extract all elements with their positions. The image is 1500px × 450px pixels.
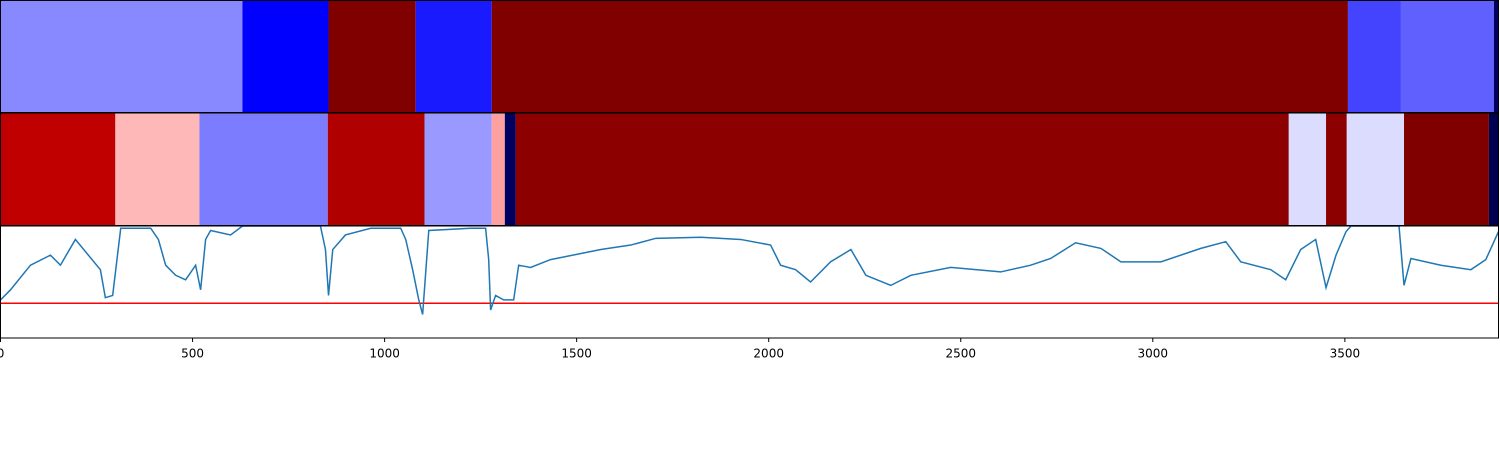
segment bbox=[199, 113, 328, 226]
segment bbox=[327, 113, 425, 226]
segment bbox=[1347, 0, 1401, 113]
x-tick-label: 500 bbox=[181, 347, 204, 361]
segment bbox=[504, 113, 516, 226]
plot-frame bbox=[0, 225, 1499, 339]
segment bbox=[515, 113, 1289, 226]
x-tick-label: 3500 bbox=[1330, 347, 1361, 361]
segment bbox=[0, 113, 116, 226]
x-tick-label: 2000 bbox=[753, 347, 784, 361]
x-tick-label: 2500 bbox=[945, 347, 976, 361]
segment bbox=[415, 0, 492, 113]
segment bbox=[1400, 0, 1494, 113]
segment bbox=[1493, 0, 1499, 113]
segment bbox=[115, 113, 200, 226]
segment bbox=[1488, 113, 1499, 226]
data-line bbox=[0, 226, 1500, 315]
segment bbox=[1288, 113, 1327, 226]
segment bbox=[1346, 113, 1405, 226]
x-tick-label: 0 bbox=[0, 347, 4, 361]
segment bbox=[0, 0, 243, 113]
segment bbox=[424, 113, 492, 226]
segment bbox=[491, 113, 505, 226]
x-tick-label: 1000 bbox=[369, 347, 400, 361]
segment bbox=[1404, 113, 1489, 226]
segment bbox=[491, 0, 1348, 113]
x-tick-label: 3000 bbox=[1138, 347, 1169, 361]
segment bbox=[328, 0, 416, 113]
segment bbox=[242, 0, 329, 113]
segment bbox=[1326, 113, 1347, 226]
x-tick-label: 1500 bbox=[561, 347, 592, 361]
